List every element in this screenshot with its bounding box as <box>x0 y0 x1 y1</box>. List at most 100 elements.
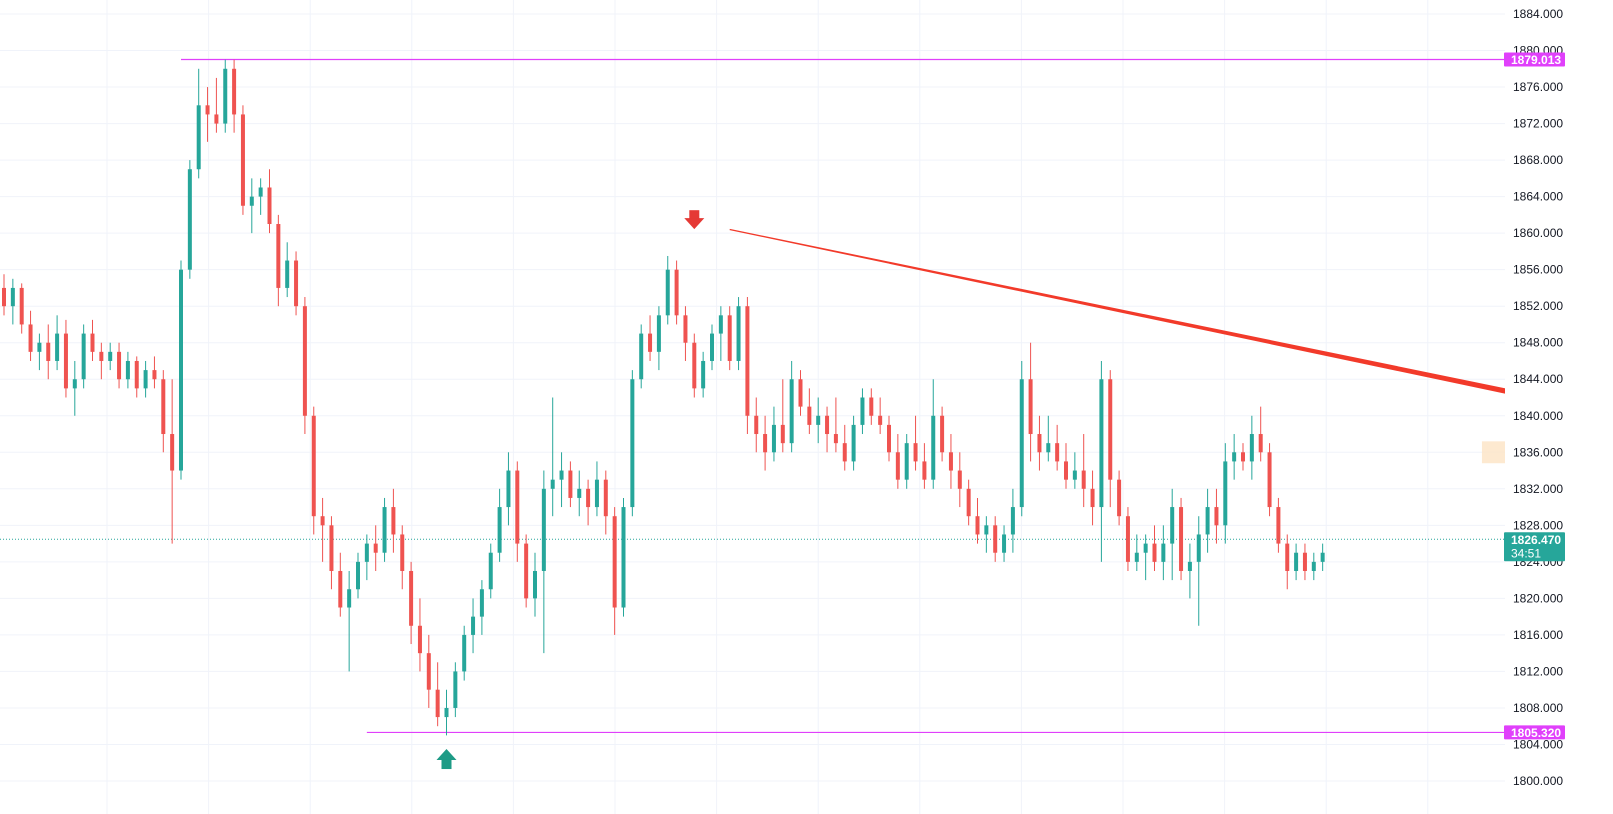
candle <box>99 342 104 380</box>
down-arrow-icon <box>684 210 705 230</box>
candle <box>285 242 290 298</box>
candle-body <box>1320 552 1325 562</box>
candle <box>1019 360 1024 517</box>
candle-body <box>1161 543 1166 562</box>
candle <box>524 534 529 608</box>
candle-body <box>895 452 900 480</box>
candle <box>1046 415 1051 462</box>
candle <box>1002 525 1007 562</box>
candle <box>648 315 653 361</box>
candle <box>196 68 201 179</box>
candle-body <box>701 360 706 389</box>
candle <box>825 406 830 453</box>
candle-body <box>736 306 741 361</box>
candle-body <box>515 470 520 544</box>
candle-body <box>1170 507 1175 544</box>
candle-body <box>1258 434 1263 453</box>
tick-label: 1852.000 <box>1513 299 1563 313</box>
candle <box>134 356 139 398</box>
candle-body <box>232 68 237 115</box>
candle <box>10 278 15 325</box>
tick-label: 1808.000 <box>1513 701 1563 715</box>
up-arrow-icon <box>436 749 457 770</box>
candle <box>1302 543 1307 581</box>
candle <box>993 516 998 562</box>
candle-body <box>878 415 883 425</box>
candle <box>798 370 803 416</box>
candle-body <box>630 379 635 508</box>
candle-body <box>984 525 989 535</box>
candle <box>1090 470 1095 526</box>
candle-body <box>1311 561 1316 571</box>
candle-body <box>1187 561 1192 571</box>
candle-body <box>311 415 316 517</box>
candle-body <box>506 470 511 508</box>
candle-body <box>648 333 653 352</box>
candle <box>948 434 953 489</box>
tick-label: 1868.000 <box>1513 153 1563 167</box>
candle-body <box>710 333 714 361</box>
candle-body <box>1037 434 1042 453</box>
candle-body <box>497 507 502 553</box>
candle-body <box>851 424 856 462</box>
price-axis[interactable]: 1884.0001880.0001876.0001872.0001868.000… <box>1505 0 1613 814</box>
candle-body <box>338 570 343 608</box>
candle-body <box>771 424 776 453</box>
candle <box>1064 443 1068 489</box>
candle-body <box>887 424 891 453</box>
candle <box>1108 370 1113 508</box>
candle <box>940 406 945 462</box>
candle-body <box>1214 507 1219 526</box>
candle <box>46 324 51 380</box>
candle <box>187 160 192 279</box>
candle-body <box>294 260 299 307</box>
price-lines <box>0 58 1505 734</box>
candle-body <box>471 616 476 635</box>
candle <box>125 351 130 389</box>
candle-body <box>1302 552 1307 571</box>
candle <box>922 443 927 489</box>
candle <box>497 488 502 562</box>
candle-body <box>1179 507 1184 571</box>
candle <box>258 178 263 215</box>
candle <box>37 333 42 371</box>
candle <box>364 534 369 581</box>
candle-body <box>825 415 830 435</box>
candle-body <box>1099 379 1104 508</box>
candle <box>152 356 157 389</box>
candle <box>957 452 962 508</box>
candle <box>904 434 909 489</box>
candle-body <box>417 625 422 654</box>
candle-body <box>143 370 148 389</box>
candle <box>72 360 77 416</box>
candle <box>205 87 210 142</box>
candle <box>1232 434 1237 480</box>
candle-body <box>161 379 166 435</box>
candle-body <box>594 479 599 508</box>
candle <box>1285 534 1290 590</box>
candle <box>462 625 467 681</box>
tick-label: 1804.000 <box>1513 737 1563 751</box>
candle-body <box>347 589 352 608</box>
candle-body <box>1002 534 1007 553</box>
candle-body <box>568 470 573 498</box>
candle-body <box>276 224 281 288</box>
candle <box>550 397 555 517</box>
candle-body <box>1055 443 1060 462</box>
candle-body <box>99 351 104 361</box>
candle <box>975 497 980 544</box>
candle-body <box>904 443 909 480</box>
candle-body <box>134 360 139 389</box>
candle-body <box>1064 461 1068 480</box>
candle-body <box>1143 543 1148 553</box>
candle-body <box>1125 516 1130 562</box>
candle <box>338 552 343 617</box>
down-arrow-stem <box>689 210 700 220</box>
candle-body <box>81 333 86 380</box>
candles <box>2 59 1325 736</box>
tick-label: 1832.000 <box>1513 482 1563 496</box>
candle <box>568 461 573 508</box>
candle-body <box>72 379 77 389</box>
candle <box>931 379 936 489</box>
